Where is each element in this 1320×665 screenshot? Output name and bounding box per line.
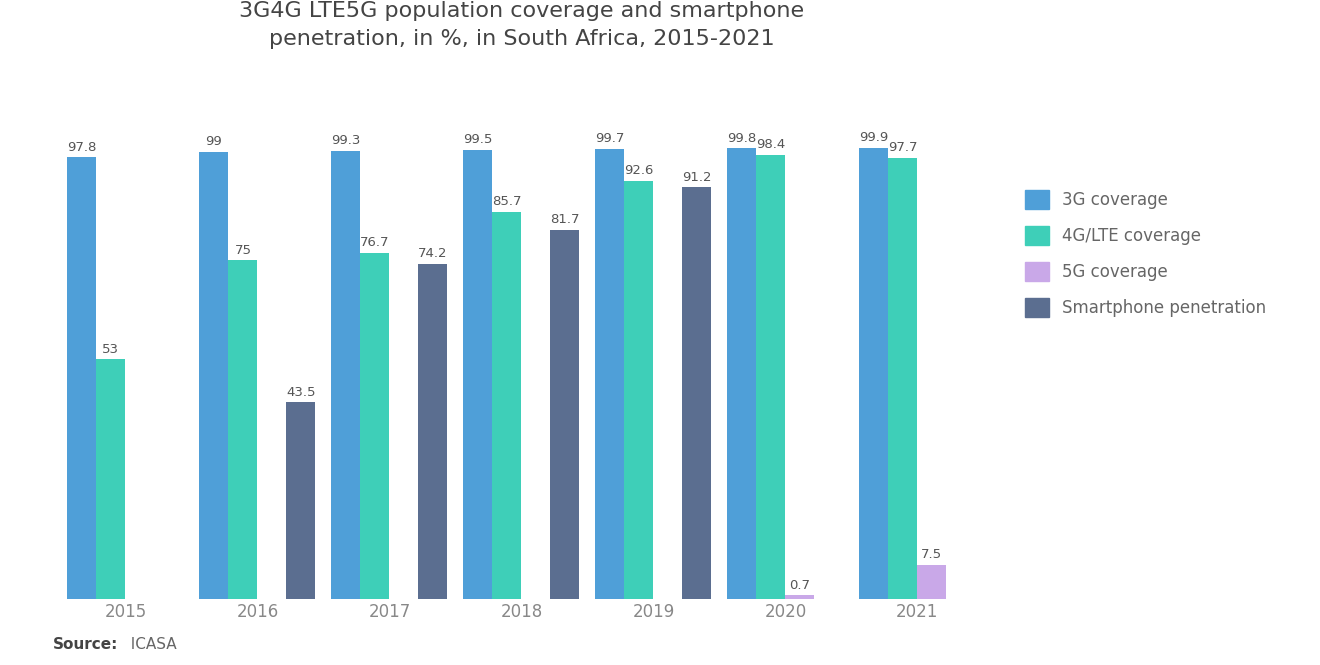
- Bar: [624, 181, 653, 598]
- Bar: [859, 148, 888, 598]
- Text: 85.7: 85.7: [492, 196, 521, 208]
- Bar: [917, 565, 946, 599]
- Bar: [463, 150, 492, 598]
- Text: 99.3: 99.3: [331, 134, 360, 147]
- Bar: [492, 212, 521, 598]
- Bar: [756, 155, 785, 598]
- Bar: [418, 264, 447, 598]
- Bar: [888, 158, 917, 598]
- Title: 3G4G LTE5G population coverage and smartphone
penetration, in %, in South Africa: 3G4G LTE5G population coverage and smart…: [239, 1, 804, 49]
- Text: 99.8: 99.8: [727, 132, 756, 145]
- Text: 91.2: 91.2: [682, 170, 711, 184]
- Bar: [785, 595, 814, 599]
- Text: 92.6: 92.6: [624, 164, 653, 178]
- Text: 99.5: 99.5: [463, 133, 492, 146]
- Bar: [682, 187, 711, 598]
- Bar: [595, 149, 624, 598]
- Text: 99.9: 99.9: [859, 131, 888, 144]
- Bar: [199, 152, 228, 598]
- Text: 74.2: 74.2: [418, 247, 447, 260]
- Text: Source:: Source:: [53, 636, 119, 652]
- Text: 53: 53: [103, 343, 119, 356]
- Bar: [96, 360, 125, 598]
- Bar: [550, 230, 579, 598]
- Text: 7.5: 7.5: [921, 548, 942, 561]
- Bar: [360, 253, 389, 598]
- Text: 97.7: 97.7: [888, 141, 917, 154]
- Text: 97.8: 97.8: [67, 141, 96, 154]
- Bar: [67, 158, 96, 598]
- Text: 81.7: 81.7: [550, 213, 579, 226]
- Bar: [228, 260, 257, 598]
- Text: 76.7: 76.7: [360, 236, 389, 249]
- Text: 99.7: 99.7: [595, 132, 624, 145]
- Text: 43.5: 43.5: [286, 386, 315, 399]
- Text: 98.4: 98.4: [756, 138, 785, 151]
- Text: 99: 99: [206, 136, 222, 148]
- Text: 75: 75: [235, 243, 251, 257]
- Text: ICASA: ICASA: [121, 636, 177, 652]
- Text: 0.7: 0.7: [789, 579, 810, 592]
- Legend: 3G coverage, 4G/LTE coverage, 5G coverage, Smartphone penetration: 3G coverage, 4G/LTE coverage, 5G coverag…: [1018, 182, 1275, 325]
- Bar: [727, 148, 756, 598]
- Bar: [286, 402, 315, 598]
- Bar: [331, 150, 360, 598]
